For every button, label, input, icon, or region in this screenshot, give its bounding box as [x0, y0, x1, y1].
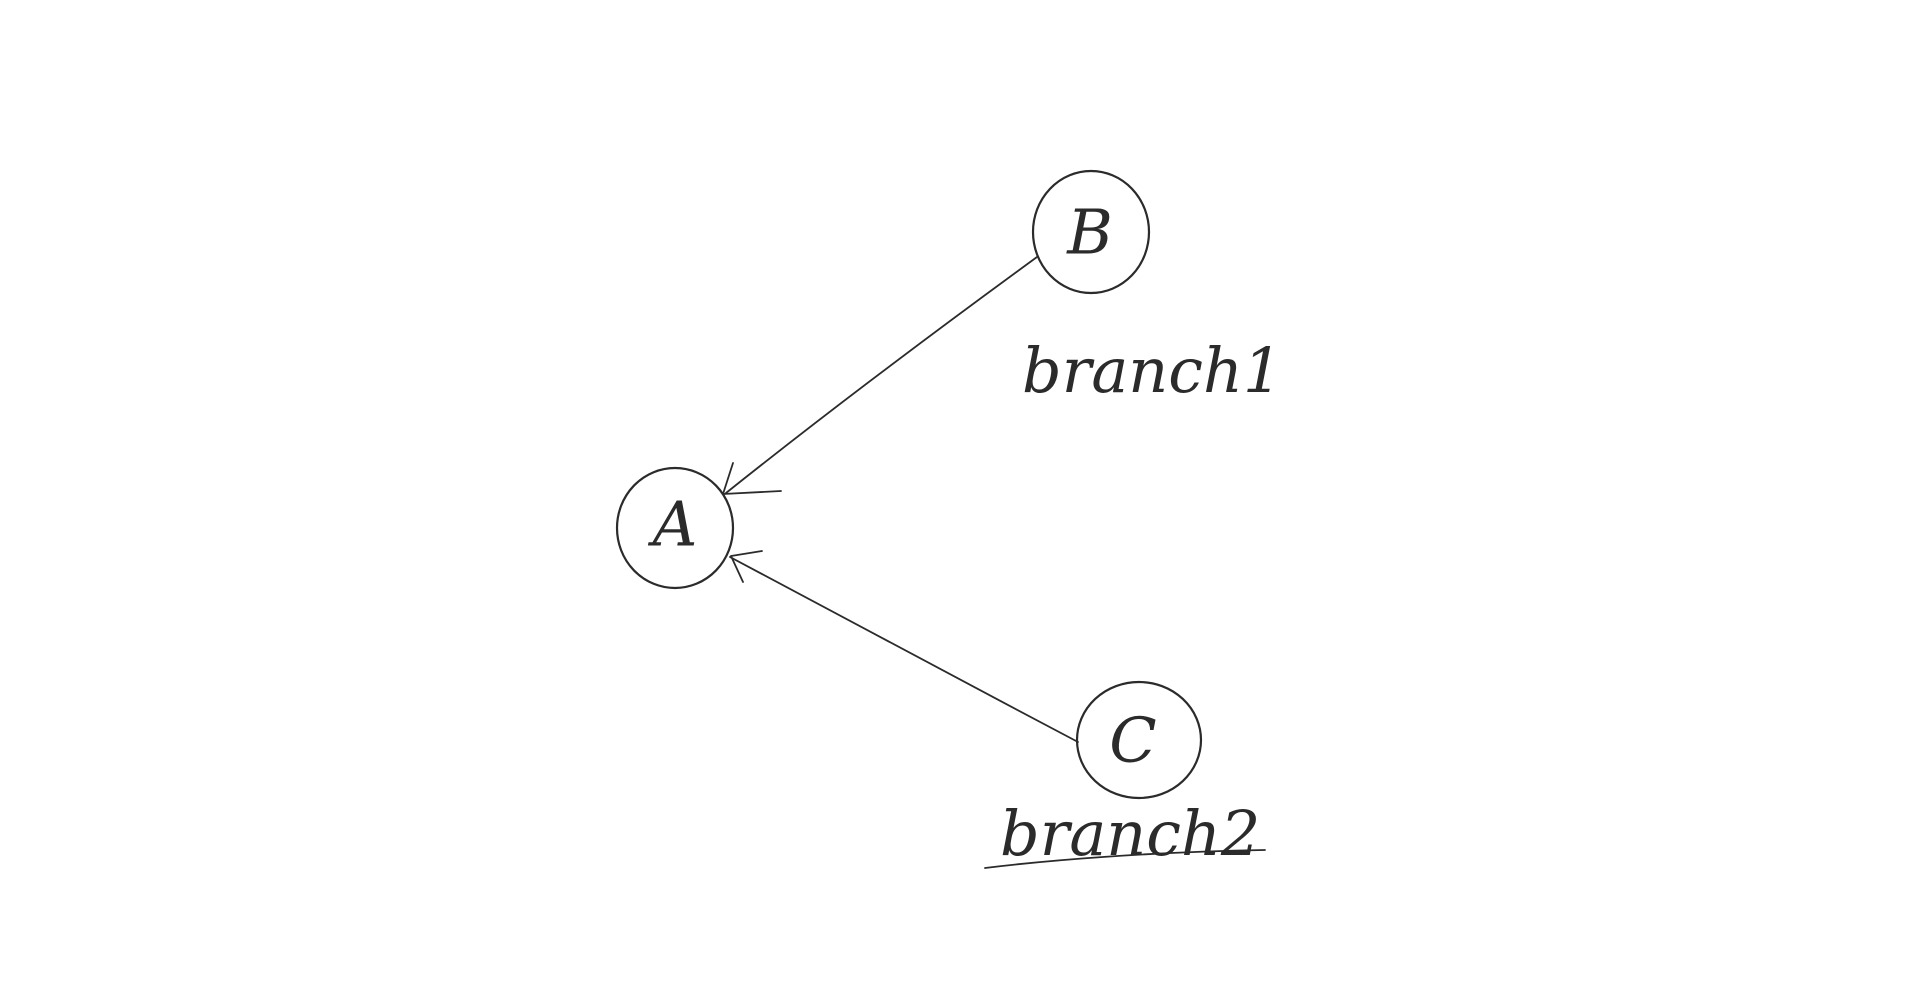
node-c-circle	[1075, 680, 1203, 800]
edge-c-to-a	[729, 550, 1079, 743]
node-a: A	[615, 466, 735, 590]
edge-c-to-a-line	[729, 556, 1079, 743]
node-a-circle	[615, 466, 735, 590]
branch-label-branch1: branch1	[1022, 334, 1282, 407]
node-c: C	[1075, 680, 1203, 800]
edge-b-to-a-line	[725, 256, 1038, 494]
node-b-label: B	[1066, 196, 1113, 269]
node-b-circle	[1031, 169, 1151, 295]
node-c-label: C	[1109, 704, 1156, 777]
node-b: B	[1031, 169, 1151, 295]
node-a-label: A	[648, 488, 698, 561]
edge-b-to-a	[722, 256, 1038, 495]
branch2-underline	[984, 849, 1266, 869]
edge-c-to-a-arrowhead	[730, 550, 763, 583]
branch-label-branch2: branch2	[1000, 797, 1260, 870]
